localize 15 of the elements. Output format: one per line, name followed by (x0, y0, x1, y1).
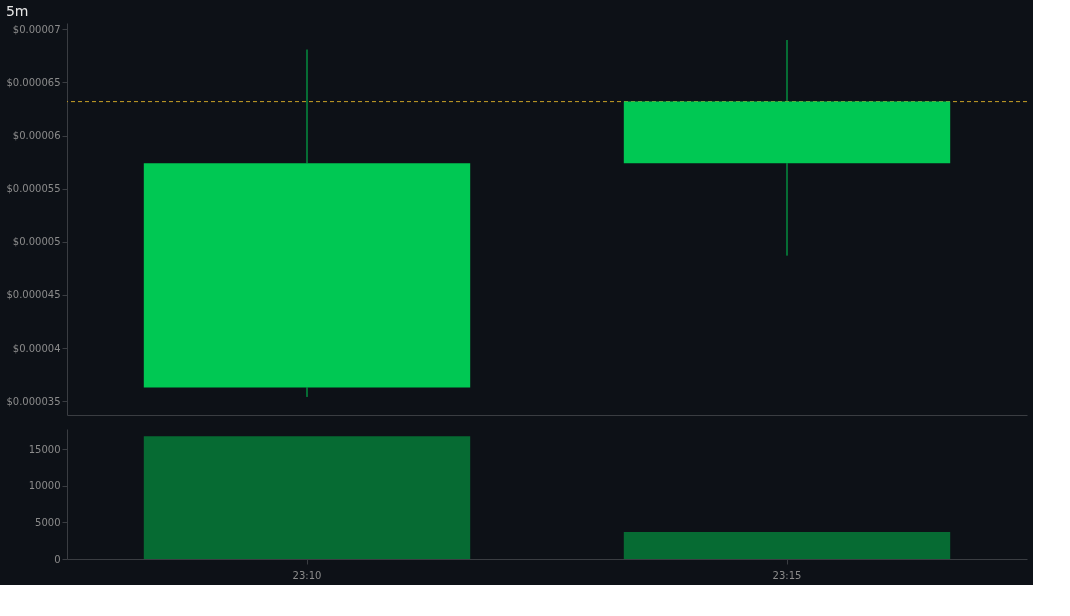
y-tick-label: $0.000035 (6, 395, 61, 407)
y-tick-label: $0.00004 (12, 342, 61, 354)
x-tick-label: 23:15 (772, 569, 802, 581)
y-tick-label: 10000 (28, 480, 61, 492)
y-tick-label: $0.000055 (6, 183, 61, 195)
y-tick-label: $0.000065 (6, 76, 61, 88)
y-tick-label: $0.000045 (6, 289, 61, 301)
y-tick-label: $0.00006 (12, 130, 61, 142)
y-tick-label: 5000 (35, 516, 61, 528)
y-tick-label: 15000 (28, 443, 61, 455)
y-tick-label: 0 (54, 553, 61, 565)
chart-title: 5m (5, 3, 29, 19)
y-tick-label: $0.00005 (12, 236, 61, 248)
y-tick-label: $0.00007 (12, 23, 61, 35)
x-tick-label: 23:10 (292, 569, 322, 581)
